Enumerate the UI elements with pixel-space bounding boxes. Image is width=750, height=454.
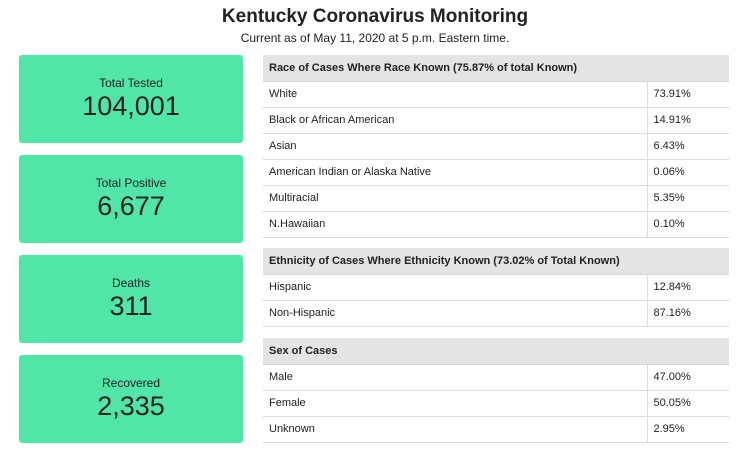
sex-heading: Sex of Cases xyxy=(263,338,729,365)
page-title: Kentucky Coronavirus Monitoring xyxy=(221,6,529,27)
row-pct: 87.16% xyxy=(646,300,729,327)
row-pct: 5.35% xyxy=(646,185,729,212)
table-row: Multiracial 5.35% xyxy=(263,185,729,212)
card-total-positive: Total Positive 6,677 xyxy=(19,155,243,243)
card-value: 2,335 xyxy=(97,391,165,421)
sex-table: Sex of Cases Male 47.00% Female 50.05% U… xyxy=(263,338,729,443)
ethnicity-heading: Ethnicity of Cases Where Ethnicity Known… xyxy=(263,248,729,275)
race-table: Race of Cases Where Race Known (75.87% o… xyxy=(263,55,729,238)
ethnicity-table: Ethnicity of Cases Where Ethnicity Known… xyxy=(263,248,729,327)
row-name: Unknown xyxy=(263,416,647,443)
row-name: White xyxy=(263,81,647,108)
row-name: Hispanic xyxy=(263,274,647,301)
row-name: Male xyxy=(263,364,647,391)
row-name: N.Hawaiian xyxy=(263,211,647,238)
table-row: Black or African American 14.91% xyxy=(263,107,729,134)
table-row: Female 50.05% xyxy=(263,390,729,417)
table-row: Non-Hispanic 87.16% xyxy=(263,300,729,327)
row-name: Asian xyxy=(263,133,647,160)
table-row: White 73.91% xyxy=(263,81,729,108)
row-name: Non-Hispanic xyxy=(263,300,647,327)
page-subtitle: Current as of May 11, 2020 at 5 p.m. Eas… xyxy=(240,31,510,45)
row-name: Black or African American xyxy=(263,107,647,134)
row-pct: 14.91% xyxy=(646,107,729,134)
row-pct: 12.84% xyxy=(646,274,729,301)
table-row: N.Hawaiian 0.10% xyxy=(263,211,729,238)
row-pct: 50.05% xyxy=(646,390,729,417)
table-row: Male 47.00% xyxy=(263,364,729,391)
card-value: 104,001 xyxy=(82,91,180,121)
card-value: 311 xyxy=(109,291,153,321)
row-name: Multiracial xyxy=(263,185,647,212)
card-label: Recovered xyxy=(101,376,161,390)
table-row: Asian 6.43% xyxy=(263,133,729,160)
card-value: 6,677 xyxy=(97,191,165,221)
row-pct: 0.06% xyxy=(646,159,729,186)
row-pct: 2.95% xyxy=(646,416,729,443)
row-name: American Indian or Alaska Native xyxy=(263,159,647,186)
card-deaths: Deaths 311 xyxy=(19,255,243,343)
table-header-row: Race of Cases Where Race Known (75.87% o… xyxy=(263,55,729,82)
row-name: Female xyxy=(263,390,647,417)
row-pct: 47.00% xyxy=(646,364,729,391)
table-row: Hispanic 12.84% xyxy=(263,274,729,301)
row-pct: 73.91% xyxy=(646,81,729,108)
table-row: Unknown 2.95% xyxy=(263,416,729,443)
table-row: American Indian or Alaska Native 0.06% xyxy=(263,159,729,186)
row-pct: 6.43% xyxy=(646,133,729,160)
card-label: Total Tested xyxy=(99,76,163,90)
race-heading: Race of Cases Where Race Known (75.87% o… xyxy=(263,55,729,82)
table-header-row: Sex of Cases xyxy=(263,338,729,365)
card-total-tested: Total Tested 104,001 xyxy=(19,55,243,143)
card-label: Total Positive xyxy=(95,176,167,190)
row-pct: 0.10% xyxy=(646,211,729,238)
card-recovered: Recovered 2,335 xyxy=(19,355,243,443)
card-label: Deaths xyxy=(111,276,151,290)
table-header-row: Ethnicity of Cases Where Ethnicity Known… xyxy=(263,248,729,275)
